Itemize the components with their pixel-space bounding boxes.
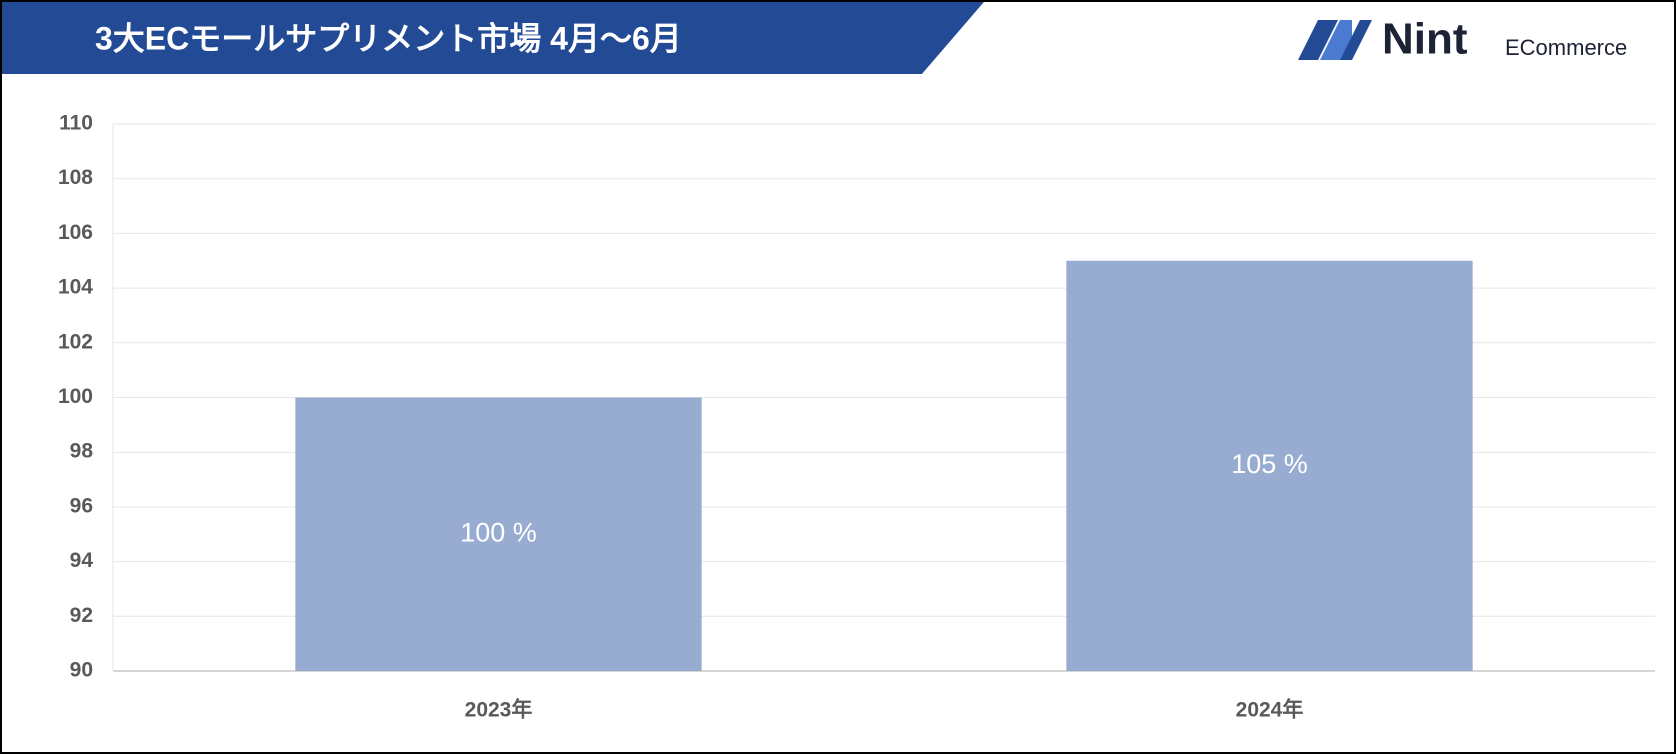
y-tick-label: 106 (58, 221, 93, 244)
y-tick-label: 108 (58, 166, 93, 189)
bar (1066, 260, 1473, 671)
y-tick-label: 98 (70, 440, 94, 463)
y-tick-label: 102 (58, 330, 93, 353)
y-tick-label: 94 (70, 549, 94, 572)
logo: Nint ECommerce (1298, 15, 1627, 64)
bar (295, 397, 702, 671)
logo-name: Nint (1382, 15, 1468, 64)
value-label: 105 % (1231, 449, 1308, 479)
logo-icon (1298, 20, 1338, 60)
logo-sub: ECommerce (1505, 35, 1627, 60)
x-tick-label: 2024年 (1236, 698, 1304, 722)
logo-icon (1320, 20, 1352, 60)
y-tick-label: 90 (70, 659, 93, 682)
y-tick-label: 100 (58, 385, 93, 408)
x-tick-label: 2023年 (465, 698, 533, 722)
value-label: 100 % (460, 517, 537, 547)
logo-icon (1340, 20, 1372, 60)
banner-stripe (922, 2, 990, 74)
y-tick-label: 92 (70, 604, 93, 627)
y-tick-label: 110 (59, 112, 93, 135)
y-tick-label: 104 (58, 276, 93, 299)
chart-title: 3大ECモールサプリメント市場 4月～6月 (95, 20, 682, 56)
y-tick-label: 96 (70, 494, 93, 517)
title-banner (2, 2, 984, 74)
